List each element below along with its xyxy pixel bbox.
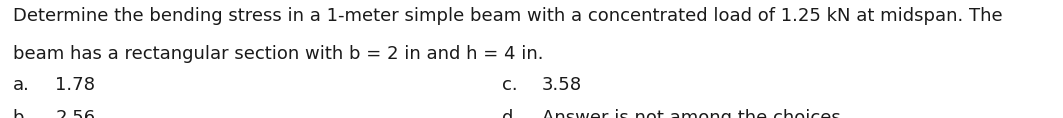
Text: d.: d. [502, 109, 519, 118]
Text: 1.78: 1.78 [55, 76, 96, 94]
Text: 2.56: 2.56 [55, 109, 96, 118]
Text: 3.58: 3.58 [542, 76, 583, 94]
Text: b.: b. [13, 109, 30, 118]
Text: c.: c. [502, 76, 518, 94]
Text: Determine the bending stress in a 1-meter simple beam with a concentrated load o: Determine the bending stress in a 1-mete… [13, 7, 1002, 25]
Text: a.: a. [13, 76, 30, 94]
Text: Answer is not among the choices: Answer is not among the choices [542, 109, 841, 118]
Text: beam has a rectangular section with b = 2 in and h = 4 in.: beam has a rectangular section with b = … [13, 45, 543, 63]
